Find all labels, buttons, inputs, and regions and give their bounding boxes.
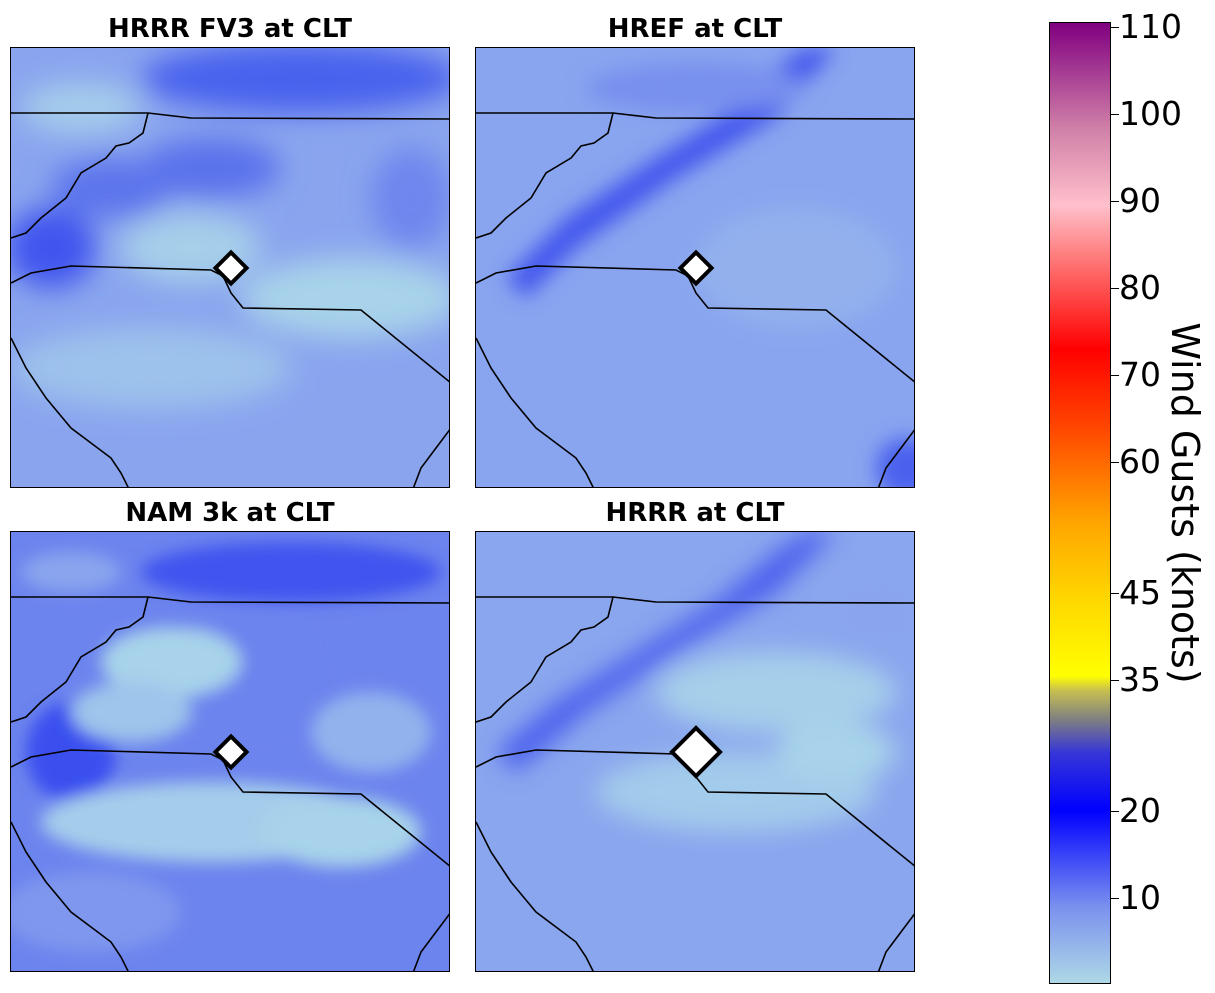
- colorbar-title: Wind Gusts (knots): [1163, 322, 1207, 684]
- colorbar-tick-label-80: 80: [1119, 268, 1161, 307]
- colorbar-tick-label-35: 35: [1119, 660, 1161, 699]
- colorbar-tick-70: [1111, 375, 1119, 376]
- map-panel-nam-3k: [10, 531, 450, 972]
- panel-title-hrrr-fv3: HRRR FV3 at CLT: [107, 14, 352, 44]
- map-panel-href: [475, 47, 915, 488]
- map-panel-hrrr-fv3: [10, 47, 450, 488]
- panel-title-nam-3k: NAM 3k at CLT: [125, 498, 335, 528]
- colorbar-tick-35: [1111, 680, 1119, 681]
- map-panel-hrrr: [475, 531, 915, 972]
- colorbar-tick-label-60: 60: [1119, 442, 1161, 481]
- colorbar-tick-20: [1111, 811, 1119, 812]
- colorbar-tick-110: [1111, 27, 1119, 28]
- colorbar-tick-45: [1111, 593, 1119, 594]
- colorbar-tick-label-70: 70: [1119, 355, 1161, 394]
- colorbar-tick-100: [1111, 114, 1119, 115]
- colorbar-tick-label-110: 110: [1119, 7, 1182, 46]
- colorbar-tick-label-10: 10: [1119, 878, 1161, 917]
- colorbar-tick-label-45: 45: [1119, 573, 1161, 612]
- colorbar-tick-label-100: 100: [1119, 94, 1182, 133]
- colorbar-tick-90: [1111, 201, 1119, 202]
- colorbar-tick-80: [1111, 288, 1119, 289]
- colorbar-tick-label-20: 20: [1119, 791, 1161, 830]
- colorbar-tick-10: [1111, 898, 1119, 899]
- panel-title-hrrr: HRRR at CLT: [605, 498, 785, 528]
- colorbar-tick-60: [1111, 462, 1119, 463]
- colorbar-tick-label-90: 90: [1119, 181, 1161, 220]
- colorbar-gradient: [1049, 22, 1111, 984]
- panel-title-href: HREF at CLT: [607, 14, 783, 44]
